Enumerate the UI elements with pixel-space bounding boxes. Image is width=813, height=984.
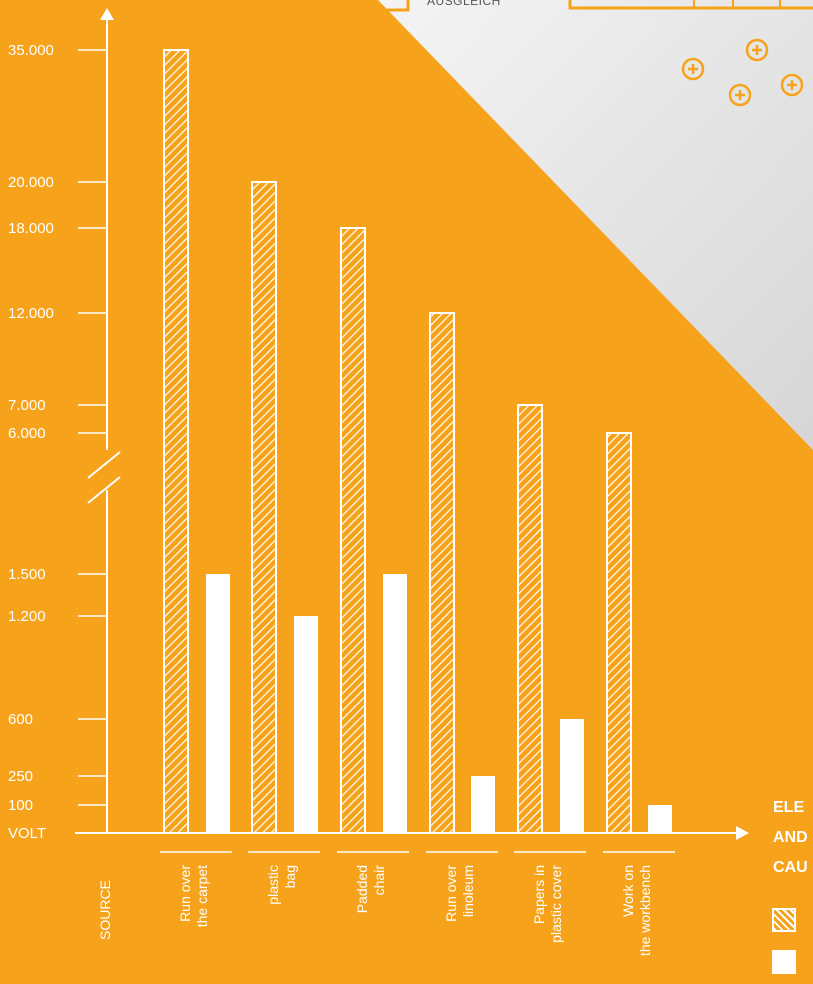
category-label: the carpet xyxy=(194,865,210,927)
y-tick-label: 12.000 xyxy=(8,305,54,322)
axis-break-mark xyxy=(87,451,121,479)
gray-panel xyxy=(378,0,813,450)
category-label: the workbench xyxy=(637,865,653,956)
legend-swatch-solid xyxy=(772,950,796,974)
y-tick-label: 7.000 xyxy=(8,397,46,414)
bar-solid xyxy=(560,719,584,833)
y-tick-label: 18.000 xyxy=(8,220,54,237)
bar-solid xyxy=(294,616,318,833)
category-labels: SOURCE Run over the carpet plastic bag Padded… xyxy=(97,851,675,956)
y-tick-label: 6.000 xyxy=(8,425,46,442)
y-tick-label: 35.000 xyxy=(8,42,54,59)
y-tick-label: 20.000 xyxy=(8,174,54,191)
legend-title-line-1: ELE xyxy=(773,799,805,816)
bars xyxy=(163,49,672,834)
bar-solid xyxy=(648,805,672,833)
y-tick-label: 1.200 xyxy=(8,608,46,625)
category-label: plastic xyxy=(265,865,281,905)
y-tick-label: 1.500 xyxy=(8,566,46,583)
bar-hatched xyxy=(163,49,189,834)
category-label: linoleum xyxy=(460,865,476,917)
legend-swatch-hatched xyxy=(772,908,796,932)
bar-hatched xyxy=(251,181,277,834)
bar-hatched xyxy=(429,312,455,834)
bar-solid xyxy=(206,574,230,833)
header-fragment-label: AUSGLEICH xyxy=(427,0,501,8)
x-axis-arrow xyxy=(736,826,749,840)
y-axis-arrow xyxy=(100,8,114,20)
plus-circle-icon xyxy=(780,73,804,97)
category-label: plastic cover xyxy=(548,865,564,943)
y-tick-label: 250 xyxy=(8,768,33,785)
category-label: Run over xyxy=(443,865,459,922)
category-label: chair xyxy=(371,865,387,896)
legend-title-line-2: AND xyxy=(773,829,808,846)
category-label: Work on xyxy=(620,865,636,917)
bar-hatched xyxy=(517,404,543,834)
bar-hatched xyxy=(606,432,632,834)
y-ticks: 35.000 20.000 18.000 12.000 7.000 6.000 1.500 1… xyxy=(8,42,107,842)
legend-title-line-3: CAU xyxy=(773,859,808,876)
bar-hatched xyxy=(340,227,366,834)
axis-break-mark xyxy=(87,476,121,504)
plus-circle-icon xyxy=(745,38,769,62)
category-label: bag xyxy=(282,865,298,888)
category-label: Padded xyxy=(354,865,370,913)
bar-solid xyxy=(383,574,407,833)
header-table xyxy=(568,0,813,10)
bar-solid xyxy=(471,776,495,833)
category-label: Papers in xyxy=(531,865,547,924)
plus-circle-icon xyxy=(728,83,752,107)
y-tick-label: 600 xyxy=(8,711,33,728)
y-axis-title: VOLT xyxy=(8,825,46,842)
x-axis-title: SOURCE xyxy=(97,880,113,940)
plus-circle-icon xyxy=(681,57,705,81)
category-label: Run over xyxy=(177,865,193,922)
y-tick-label: 100 xyxy=(8,797,33,814)
header-box-left xyxy=(370,0,410,12)
